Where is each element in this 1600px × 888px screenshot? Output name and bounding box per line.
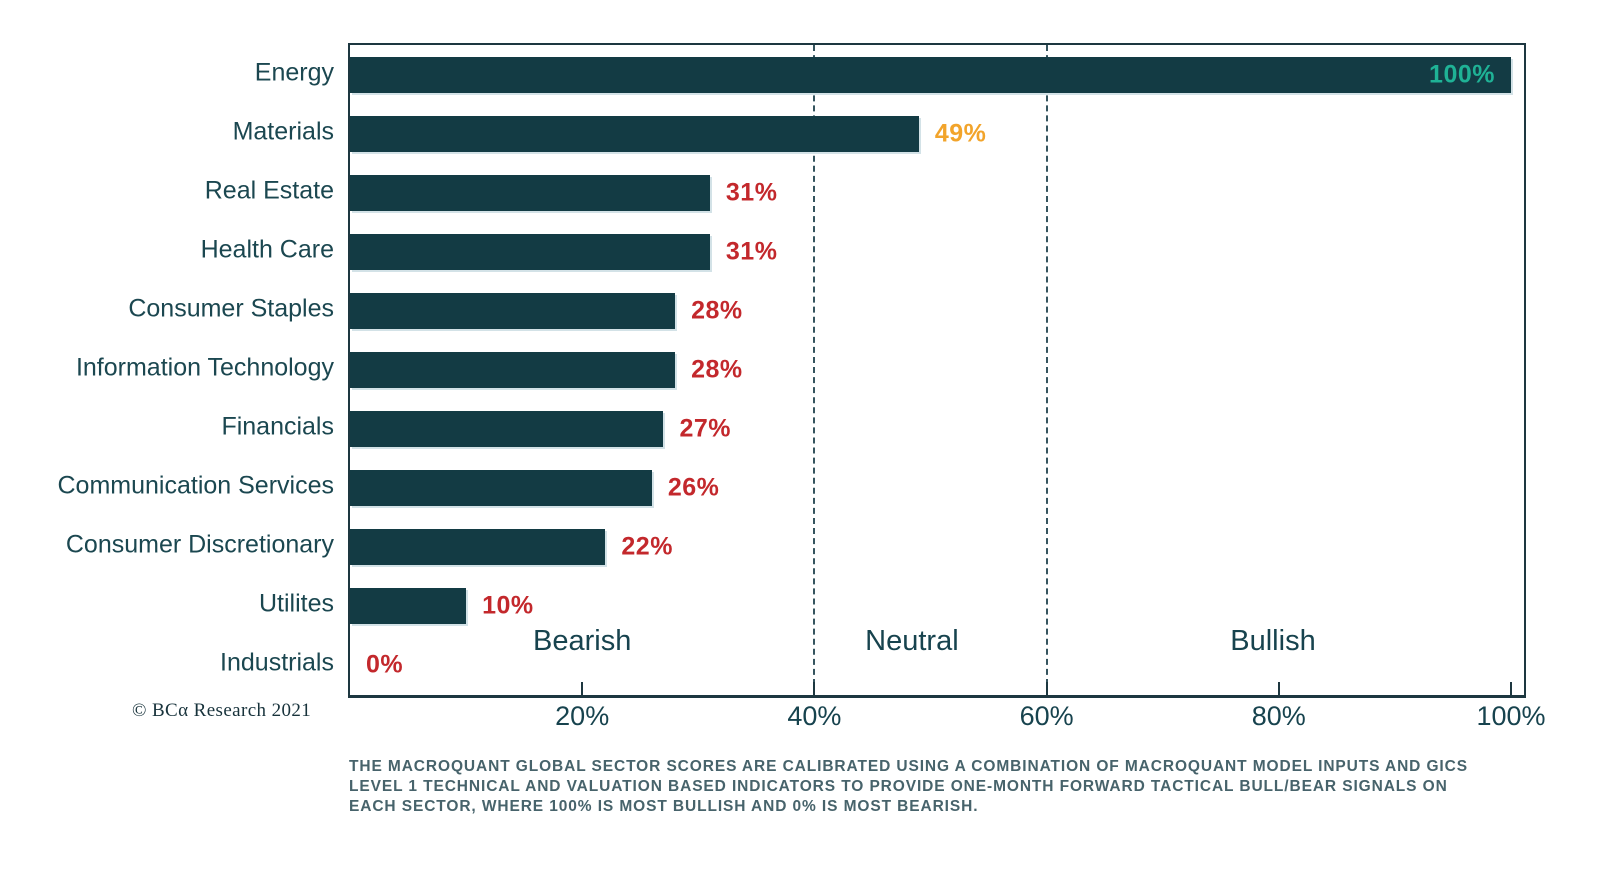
category-labels: Energy Materials Real Estate Health Care Con… <box>0 43 340 693</box>
value-label: 49% <box>934 119 987 148</box>
zone-label: Bullish <box>1230 625 1316 657</box>
zone-label: Neutral <box>865 625 959 657</box>
x-axis-labels: 20% 40% 60% 80% 100% <box>0 701 1600 741</box>
value-label: 26% <box>667 473 720 502</box>
value-label: 31% <box>725 178 778 207</box>
x-axis-tick <box>581 682 584 695</box>
value-label: 22% <box>621 532 673 561</box>
category-label: Industrials <box>220 648 334 677</box>
value-label: 0% <box>366 650 404 679</box>
x-tick-label: 40% <box>787 701 842 731</box>
bar <box>350 529 606 566</box>
chart-footnote: THE MACROQUANT GLOBAL SECTOR SCORES ARE … <box>349 757 1509 817</box>
plot-area: 100% 49% 31% 31% 28% 28% 27% 26% 22% 10% 0% Bearish… <box>348 43 1526 698</box>
category-label: Real Estate <box>204 176 334 205</box>
x-tick-label: 100% <box>1476 701 1546 731</box>
category-label: Consumer Discretionary <box>65 530 334 559</box>
value-label: 27% <box>679 414 732 443</box>
bar <box>350 588 467 625</box>
category-label: Communication Services <box>57 471 335 500</box>
x-axis-tick <box>1277 682 1280 695</box>
value-label: 10% <box>482 591 534 620</box>
bar <box>350 470 652 507</box>
x-axis-tick <box>1510 682 1512 695</box>
bar <box>350 56 1511 93</box>
footnote-line: THE MACROQUANT GLOBAL SECTOR SCORES ARE … <box>349 758 1468 775</box>
bar <box>350 115 919 152</box>
value-label: 31% <box>725 237 778 266</box>
zone-label: Bearish <box>533 625 632 657</box>
bar <box>350 411 664 448</box>
copyright-text: © BCα Research 2021 <box>132 700 312 721</box>
category-label: Consumer Staples <box>128 294 334 323</box>
category-label: Health Care <box>200 235 334 264</box>
bar <box>350 352 676 388</box>
reference-gridline <box>1045 45 1048 695</box>
x-tick-label: 60% <box>1019 701 1074 731</box>
bar <box>350 292 676 329</box>
footnote-line: LEVEL 1 TECHNICAL AND VALUATION BASED IN… <box>349 778 1448 795</box>
footnote-line: EACH SECTOR, WHERE 100% IS MOST BULLISH … <box>349 798 979 815</box>
x-axis-tick <box>813 682 816 695</box>
x-tick-label: 20% <box>555 701 610 731</box>
x-tick-label: 80% <box>1251 701 1306 731</box>
value-label: 28% <box>691 296 743 325</box>
category-label: Energy <box>254 58 334 87</box>
bar <box>350 174 710 211</box>
value-label: 28% <box>691 355 743 384</box>
value-label: 100% <box>1429 60 1495 89</box>
bar <box>350 233 710 270</box>
x-axis-tick <box>1045 682 1048 695</box>
category-label: Utilites <box>258 589 334 618</box>
reference-gridline <box>813 45 816 695</box>
category-label: Financials <box>221 412 334 441</box>
category-label: Materials <box>232 117 334 146</box>
category-label: Information Technology <box>75 353 334 382</box>
